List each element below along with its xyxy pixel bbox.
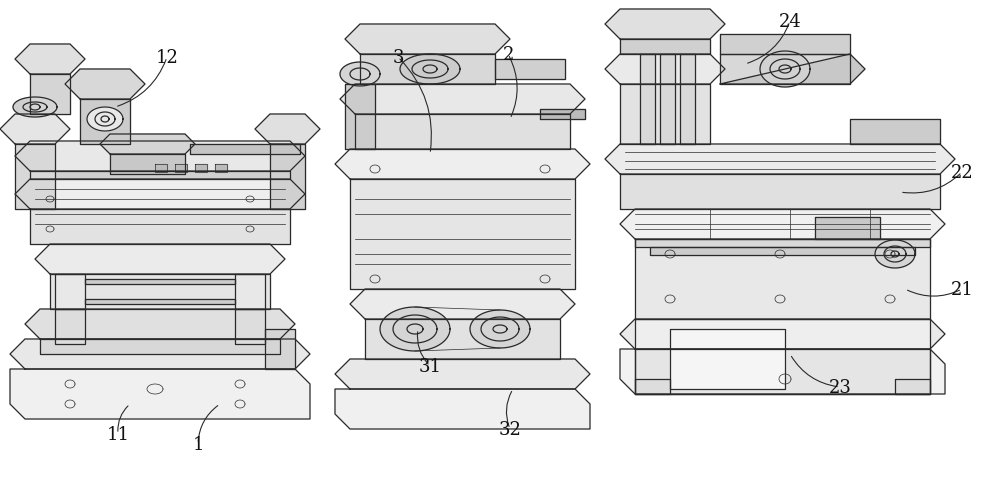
Polygon shape bbox=[605, 55, 725, 85]
Polygon shape bbox=[335, 389, 590, 429]
Polygon shape bbox=[0, 115, 70, 145]
Polygon shape bbox=[35, 244, 285, 274]
Polygon shape bbox=[470, 310, 530, 348]
Polygon shape bbox=[235, 274, 265, 309]
Polygon shape bbox=[345, 85, 375, 150]
Polygon shape bbox=[30, 209, 290, 244]
Polygon shape bbox=[235, 309, 265, 345]
Polygon shape bbox=[660, 55, 675, 145]
Polygon shape bbox=[680, 55, 695, 145]
Text: 11: 11 bbox=[107, 425, 130, 443]
Polygon shape bbox=[85, 280, 235, 285]
Polygon shape bbox=[635, 240, 930, 319]
Polygon shape bbox=[720, 55, 865, 85]
Polygon shape bbox=[15, 180, 305, 209]
Polygon shape bbox=[720, 35, 850, 55]
Polygon shape bbox=[620, 85, 710, 145]
Polygon shape bbox=[635, 319, 930, 394]
Polygon shape bbox=[25, 309, 295, 339]
Polygon shape bbox=[340, 63, 380, 87]
Polygon shape bbox=[15, 45, 85, 75]
Polygon shape bbox=[360, 55, 495, 85]
Polygon shape bbox=[350, 289, 575, 319]
Text: 22: 22 bbox=[951, 163, 973, 182]
Polygon shape bbox=[365, 319, 560, 359]
Polygon shape bbox=[55, 274, 85, 309]
Polygon shape bbox=[340, 85, 585, 115]
Polygon shape bbox=[87, 108, 123, 132]
Polygon shape bbox=[55, 309, 85, 345]
Polygon shape bbox=[640, 55, 655, 145]
Polygon shape bbox=[30, 75, 70, 115]
Polygon shape bbox=[15, 142, 305, 172]
Polygon shape bbox=[10, 339, 310, 369]
Text: 12: 12 bbox=[156, 49, 178, 67]
Polygon shape bbox=[760, 52, 810, 88]
Polygon shape bbox=[620, 319, 945, 349]
Polygon shape bbox=[255, 115, 320, 145]
Text: 2: 2 bbox=[502, 46, 514, 64]
Polygon shape bbox=[350, 180, 575, 289]
Polygon shape bbox=[635, 349, 930, 394]
Polygon shape bbox=[620, 209, 945, 240]
Polygon shape bbox=[190, 145, 300, 155]
Polygon shape bbox=[605, 145, 955, 175]
Polygon shape bbox=[40, 339, 280, 354]
Polygon shape bbox=[720, 55, 850, 85]
Text: 32: 32 bbox=[499, 420, 521, 438]
Text: 21: 21 bbox=[951, 281, 973, 298]
Polygon shape bbox=[635, 240, 930, 247]
Polygon shape bbox=[155, 164, 167, 173]
Polygon shape bbox=[605, 10, 725, 40]
Polygon shape bbox=[345, 25, 510, 55]
Polygon shape bbox=[110, 155, 185, 175]
Polygon shape bbox=[175, 164, 187, 173]
Polygon shape bbox=[495, 60, 565, 80]
Polygon shape bbox=[215, 164, 227, 173]
Polygon shape bbox=[620, 175, 940, 209]
Polygon shape bbox=[400, 55, 460, 85]
Polygon shape bbox=[65, 70, 145, 100]
Polygon shape bbox=[815, 218, 880, 240]
Polygon shape bbox=[270, 145, 305, 209]
Text: 24: 24 bbox=[779, 13, 801, 31]
Polygon shape bbox=[355, 115, 570, 150]
Polygon shape bbox=[100, 135, 195, 155]
Polygon shape bbox=[335, 150, 590, 180]
Text: 1: 1 bbox=[192, 435, 204, 453]
Polygon shape bbox=[380, 307, 450, 351]
Polygon shape bbox=[850, 120, 940, 145]
Polygon shape bbox=[635, 379, 670, 394]
Polygon shape bbox=[195, 164, 207, 173]
Polygon shape bbox=[80, 100, 130, 145]
Polygon shape bbox=[620, 40, 710, 55]
Polygon shape bbox=[85, 299, 235, 305]
Polygon shape bbox=[50, 274, 270, 309]
Polygon shape bbox=[10, 369, 310, 419]
Polygon shape bbox=[540, 110, 585, 120]
Polygon shape bbox=[670, 329, 785, 389]
Polygon shape bbox=[620, 349, 945, 394]
Text: 3: 3 bbox=[392, 49, 404, 67]
Text: 23: 23 bbox=[829, 378, 851, 396]
Polygon shape bbox=[335, 359, 590, 389]
Polygon shape bbox=[895, 379, 930, 394]
Polygon shape bbox=[875, 241, 915, 268]
Polygon shape bbox=[30, 172, 290, 180]
Polygon shape bbox=[13, 98, 57, 118]
Polygon shape bbox=[265, 329, 295, 369]
Text: 31: 31 bbox=[419, 357, 442, 375]
Polygon shape bbox=[650, 247, 915, 256]
Polygon shape bbox=[15, 145, 55, 209]
